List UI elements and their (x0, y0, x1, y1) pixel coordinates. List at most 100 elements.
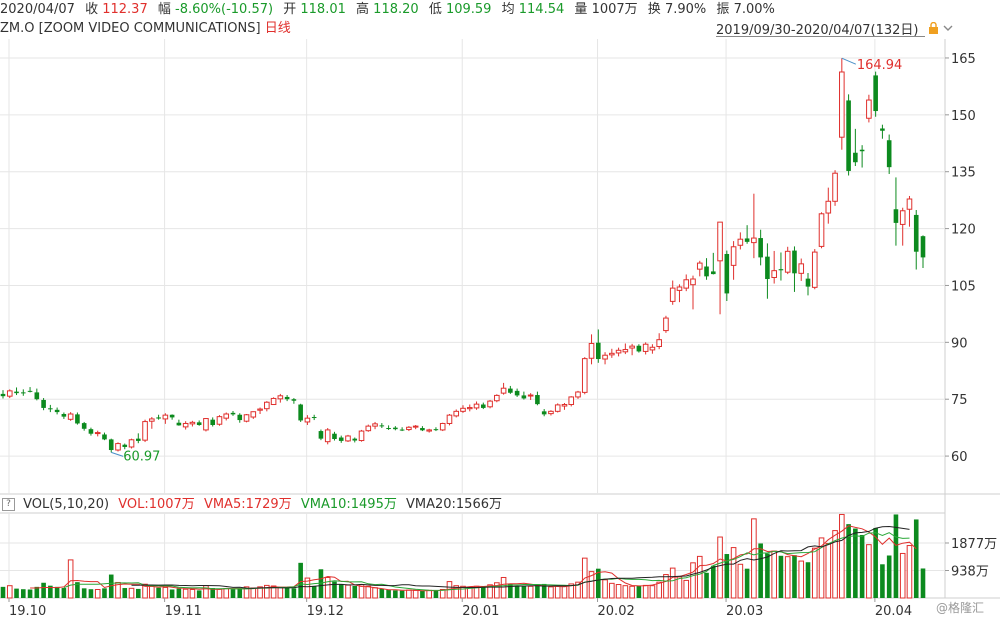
candle-body (473, 403, 480, 409)
volume-bar (27, 589, 33, 598)
volume-bar (561, 585, 568, 599)
candle-body (656, 339, 662, 348)
avg-value: 114.54 (518, 2, 565, 17)
candle-body (798, 263, 805, 274)
candle-body (548, 410, 554, 415)
volume-bar (270, 585, 277, 599)
volume-bar (142, 583, 148, 599)
help-icon[interactable]: ? (2, 498, 15, 511)
volume-bar (135, 588, 141, 598)
lock-icon[interactable] (928, 22, 939, 34)
candle-body (324, 429, 331, 443)
candle-body (122, 444, 128, 447)
candle-body (54, 409, 60, 413)
vma10-line (63, 532, 910, 591)
candle-body (48, 408, 53, 410)
low-price-label: 60.97 (123, 449, 160, 464)
high-label: 高 (356, 2, 370, 17)
volume-bar (696, 555, 703, 599)
volume-bar (480, 586, 486, 598)
volume-legend: ? VOL(5,10,20) VOL:1007万 VMA5:1729万 VMA1… (0, 496, 502, 514)
volume-bar (568, 583, 575, 599)
volume-bar (102, 588, 107, 598)
volume-bar (324, 576, 331, 599)
period-label[interactable]: 日线 (264, 21, 291, 36)
candle-body (162, 414, 169, 420)
close-value: 112.37 (102, 2, 148, 17)
volume-bar (365, 585, 372, 599)
candle-body (406, 426, 412, 431)
volume-bar (250, 587, 257, 599)
candle-body (216, 416, 223, 425)
volume-axis: 1877万 938万 (945, 537, 997, 580)
vma5-line (30, 525, 917, 592)
candle-body (535, 395, 540, 405)
candle-body (311, 417, 317, 419)
candle-body (636, 345, 642, 352)
volume-bar (669, 567, 676, 599)
amplitude-value: 7.00% (733, 2, 775, 17)
volume-bar (439, 589, 446, 599)
volume-bar (182, 588, 189, 599)
candle-body (230, 412, 236, 415)
candle-body (277, 395, 284, 400)
volume-bar (899, 552, 906, 599)
candle-body (284, 396, 290, 400)
candle-body (825, 200, 832, 214)
volume-bar (765, 553, 770, 598)
vol-indicator-name[interactable]: VOL(5,10,20) (23, 497, 110, 512)
volume-bar (710, 565, 716, 598)
volume-bar (460, 585, 466, 599)
candle-body (420, 428, 425, 431)
candle-body (102, 434, 107, 440)
candle-body (663, 317, 669, 332)
high-price-label: 164.94 (857, 58, 903, 73)
volume-bar (778, 555, 784, 598)
volume-bar (277, 586, 284, 599)
volume-bar (466, 586, 473, 599)
chevron-down-icon[interactable] (943, 22, 953, 34)
candle-body (453, 410, 460, 417)
price-annotations: 164.94 60.97 (111, 57, 903, 464)
candle-body (676, 286, 683, 291)
volume-bar (832, 530, 838, 599)
candle-body (75, 414, 80, 424)
volume-bar (825, 542, 832, 599)
volume-bar (372, 587, 378, 599)
candle-body (758, 238, 763, 258)
volume-bar (446, 581, 453, 599)
volume-bar (203, 585, 209, 599)
volume-bar (237, 588, 243, 598)
close-label: 收 (85, 2, 99, 17)
volume-bar (514, 586, 520, 598)
volume-bar (169, 589, 175, 598)
time-tick-label: 19.12 (307, 604, 344, 619)
candle-body (899, 210, 906, 225)
candle-body (41, 399, 46, 408)
avg-label: 均 (501, 2, 515, 17)
quote-date: 2020/04/07 (0, 2, 75, 17)
volume-bar (243, 586, 250, 599)
volume-bar (115, 581, 121, 599)
volume-bar (554, 585, 561, 599)
candle-body (642, 343, 649, 352)
volume-bar (784, 556, 791, 599)
candle-body (737, 238, 744, 246)
low-label: 低 (428, 2, 442, 17)
volume-bar (758, 543, 763, 598)
volume-bar (717, 536, 723, 599)
candle-body (67, 413, 74, 420)
price-axis: 165 150 135 120 105 90 75 60 (945, 52, 976, 465)
volume-bar (399, 590, 405, 598)
volume-tick-label: 1877万 (951, 537, 997, 552)
high-marker-line (841, 57, 857, 65)
candle-body (88, 429, 94, 434)
volume-bar (798, 560, 805, 599)
price-tick-label: 150 (951, 109, 976, 124)
volume-bar (0, 586, 6, 598)
date-range-selector[interactable]: 2019/09/30-2020/04/07(132日) (716, 23, 919, 38)
chart-title: ZM.O [ZOOM VIDEO COMMUNICATIONS] 日线 (0, 19, 1000, 38)
candle-body (541, 411, 547, 415)
volume-bar (128, 587, 135, 599)
